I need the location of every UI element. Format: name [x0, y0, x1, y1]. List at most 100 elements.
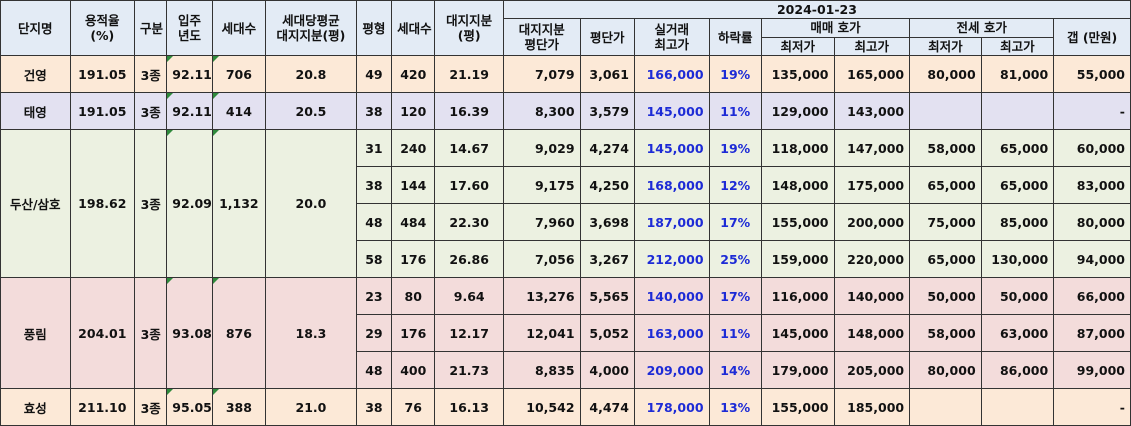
- cell-actual-max[interactable]: 166,000: [633, 55, 710, 93]
- cell-jeonse-min[interactable]: 80,000: [909, 55, 982, 93]
- cell-year[interactable]: 92.09: [166, 129, 213, 278]
- cell-complex-name[interactable]: 풍림: [0, 277, 71, 389]
- cell-zone[interactable]: 3종: [134, 55, 168, 93]
- cell-zone[interactable]: 3종: [134, 277, 168, 389]
- cell-price-per-pyeong[interactable]: 5,052: [579, 314, 635, 352]
- cell-year[interactable]: 93.08: [166, 277, 213, 389]
- cell-sale-max[interactable]: 205,000: [833, 351, 911, 389]
- cell-sale-min[interactable]: 135,000: [760, 55, 835, 93]
- cell-jeonse-min[interactable]: 65,000: [909, 166, 982, 204]
- cell-gap[interactable]: 94,000: [1053, 240, 1131, 278]
- cell-avg-land-share[interactable]: 21.0: [265, 388, 357, 426]
- cell-land-price-per[interactable]: 9,029: [502, 129, 581, 167]
- cell-actual-max[interactable]: 187,000: [633, 203, 710, 241]
- cell-decline[interactable]: 17%: [708, 203, 762, 241]
- cell-gap[interactable]: 66,000: [1053, 277, 1131, 315]
- cell-land-share[interactable]: 17.60: [434, 166, 504, 204]
- cell-sale-max[interactable]: 143,000: [833, 92, 911, 130]
- cell-price-per-pyeong[interactable]: 4,474: [579, 388, 635, 426]
- cell-land-share[interactable]: 16.13: [434, 388, 504, 426]
- cell-complex-name[interactable]: 태영: [0, 92, 71, 130]
- cell-jeonse-max[interactable]: 86,000: [980, 351, 1055, 389]
- cell-avg-land-share[interactable]: 20.8: [265, 55, 357, 93]
- cell-pyeong[interactable]: 48: [355, 203, 393, 241]
- cell-far[interactable]: 198.62: [69, 129, 136, 278]
- cell-pyeong[interactable]: 38: [355, 92, 393, 130]
- cell-jeonse-max[interactable]: 130,000: [980, 240, 1055, 278]
- cell-land-share[interactable]: 16.39: [434, 92, 504, 130]
- cell-jeonse-min[interactable]: 65,000: [909, 240, 982, 278]
- cell-sale-max[interactable]: 140,000: [833, 277, 911, 315]
- cell-households[interactable]: 1,132: [211, 129, 267, 278]
- header-pyeong[interactable]: 평형: [355, 0, 393, 56]
- cell-land-share[interactable]: 21.19: [434, 55, 504, 93]
- cell-jeonse-min[interactable]: 75,000: [909, 203, 982, 241]
- cell-unit-households[interactable]: 176: [391, 240, 436, 278]
- cell-land-share[interactable]: 26.86: [434, 240, 504, 278]
- cell-land-price-per[interactable]: 12,041: [502, 314, 581, 352]
- cell-jeonse-min[interactable]: 58,000: [909, 129, 982, 167]
- cell-year[interactable]: 95.05: [166, 388, 213, 426]
- cell-pyeong[interactable]: 58: [355, 240, 393, 278]
- cell-sale-min[interactable]: 145,000: [760, 314, 835, 352]
- cell-jeonse-max[interactable]: 65,000: [980, 166, 1055, 204]
- cell-sale-min[interactable]: 155,000: [760, 203, 835, 241]
- cell-land-price-per[interactable]: 13,276: [502, 277, 581, 315]
- cell-year[interactable]: 92.11: [166, 92, 213, 130]
- header-jeonse-min[interactable]: 최저가: [909, 36, 982, 56]
- cell-avg-land-share[interactable]: 20.5: [265, 92, 357, 130]
- cell-price-per-pyeong[interactable]: 4,000: [579, 351, 635, 389]
- header-land-price-per[interactable]: 대지지분 평단가: [502, 18, 581, 56]
- cell-jeonse-max[interactable]: [980, 92, 1055, 130]
- cell-pyeong[interactable]: 48: [355, 351, 393, 389]
- cell-jeonse-min[interactable]: [909, 388, 982, 426]
- cell-jeonse-max[interactable]: 81,000: [980, 55, 1055, 93]
- cell-gap[interactable]: 87,000: [1053, 314, 1131, 352]
- cell-jeonse-max[interactable]: [980, 388, 1055, 426]
- cell-sale-min[interactable]: 155,000: [760, 388, 835, 426]
- cell-unit-households[interactable]: 76: [391, 388, 436, 426]
- cell-actual-max[interactable]: 168,000: [633, 166, 710, 204]
- cell-avg-land-share[interactable]: 20.0: [265, 129, 357, 278]
- cell-actual-max[interactable]: 212,000: [633, 240, 710, 278]
- header-jeonse-quote[interactable]: 전세 호가: [909, 18, 1055, 38]
- cell-unit-households[interactable]: 240: [391, 129, 436, 167]
- cell-sale-min[interactable]: 179,000: [760, 351, 835, 389]
- header-year[interactable]: 입주 년도: [166, 0, 213, 56]
- cell-avg-land-share[interactable]: 18.3: [265, 277, 357, 389]
- cell-sale-min[interactable]: 159,000: [760, 240, 835, 278]
- cell-price-per-pyeong[interactable]: 4,274: [579, 129, 635, 167]
- cell-land-price-per[interactable]: 7,960: [502, 203, 581, 241]
- cell-gap[interactable]: 60,000: [1053, 129, 1131, 167]
- cell-land-price-per[interactable]: 8,300: [502, 92, 581, 130]
- cell-decline[interactable]: 17%: [708, 277, 762, 315]
- header-households[interactable]: 세대수: [211, 0, 267, 56]
- cell-complex-name[interactable]: 두산/삼호: [0, 129, 71, 278]
- cell-decline[interactable]: 19%: [708, 129, 762, 167]
- cell-households[interactable]: 876: [211, 277, 267, 389]
- cell-gap[interactable]: -: [1053, 388, 1131, 426]
- cell-land-share[interactable]: 21.73: [434, 351, 504, 389]
- cell-decline[interactable]: 13%: [708, 388, 762, 426]
- cell-zone[interactable]: 3종: [134, 92, 168, 130]
- cell-sale-min[interactable]: 116,000: [760, 277, 835, 315]
- cell-jeonse-max[interactable]: 63,000: [980, 314, 1055, 352]
- cell-land-share[interactable]: 12.17: [434, 314, 504, 352]
- header-decline[interactable]: 하락률: [708, 18, 762, 56]
- cell-land-share[interactable]: 9.64: [434, 277, 504, 315]
- header-name[interactable]: 단지명: [0, 0, 71, 56]
- cell-gap[interactable]: 80,000: [1053, 203, 1131, 241]
- cell-pyeong[interactable]: 29: [355, 314, 393, 352]
- cell-gap[interactable]: 55,000: [1053, 55, 1131, 93]
- header-land-share[interactable]: 대지지분 (평): [434, 0, 504, 56]
- cell-unit-households[interactable]: 80: [391, 277, 436, 315]
- cell-jeonse-max[interactable]: 65,000: [980, 129, 1055, 167]
- cell-unit-households[interactable]: 484: [391, 203, 436, 241]
- cell-far[interactable]: 204.01: [69, 277, 136, 389]
- cell-land-price-per[interactable]: 10,542: [502, 388, 581, 426]
- cell-price-per-pyeong[interactable]: 3,698: [579, 203, 635, 241]
- cell-unit-households[interactable]: 176: [391, 314, 436, 352]
- cell-zone[interactable]: 3종: [134, 388, 168, 426]
- cell-jeonse-max[interactable]: 50,000: [980, 277, 1055, 315]
- cell-jeonse-min[interactable]: 50,000: [909, 277, 982, 315]
